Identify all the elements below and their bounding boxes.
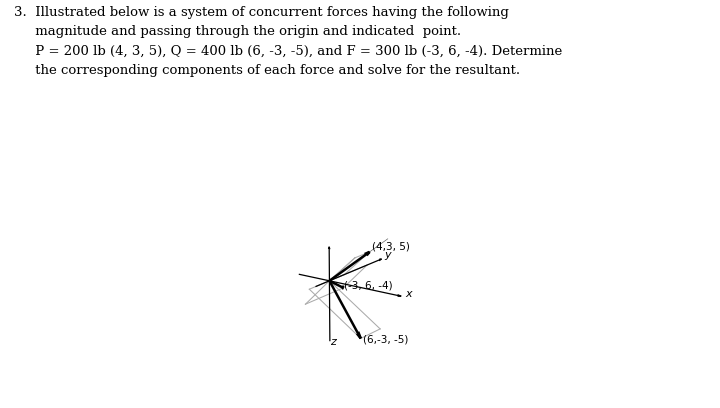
- Text: 3.  Illustrated below is a system of concurrent forces having the following
    : 3. Illustrated below is a system of conc…: [14, 6, 562, 77]
